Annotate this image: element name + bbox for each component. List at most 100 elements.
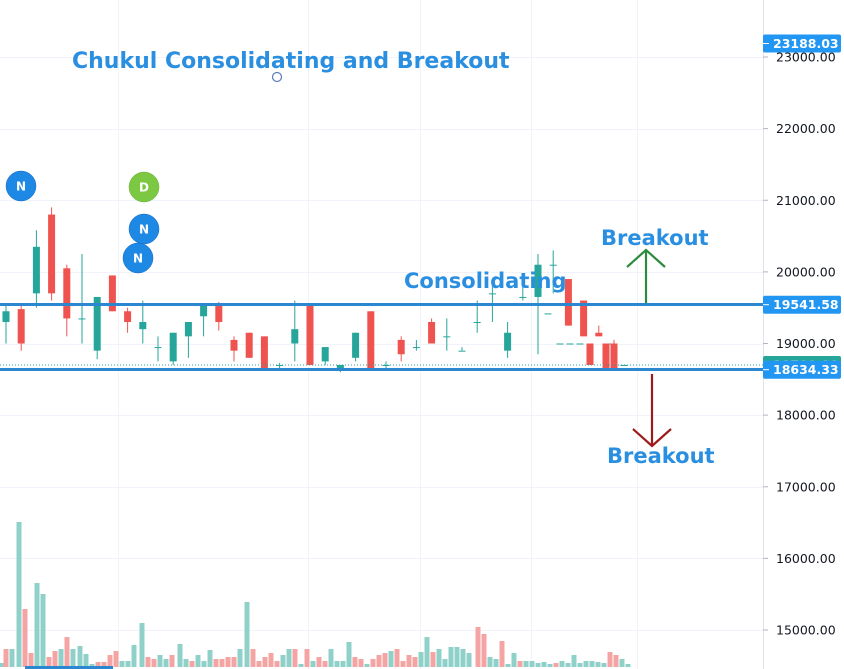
- volume-bar: [505, 664, 511, 667]
- volume-bar: [559, 661, 565, 667]
- candle[interactable]: [397, 336, 405, 362]
- volume-bar: [9, 649, 15, 667]
- candle[interactable]: [519, 275, 527, 301]
- candle[interactable]: [291, 300, 299, 362]
- volume-bar: [394, 649, 400, 667]
- candle[interactable]: [428, 318, 436, 344]
- candle[interactable]: [200, 304, 208, 337]
- candle[interactable]: [412, 339, 420, 351]
- candle[interactable]: [32, 230, 40, 308]
- event-marker-dividend[interactable]: D: [128, 171, 160, 203]
- candle[interactable]: [139, 300, 147, 344]
- candle[interactable]: [154, 336, 162, 362]
- candle[interactable]: [260, 336, 268, 369]
- volume-bar: [163, 659, 169, 667]
- volume-bar: [89, 664, 95, 667]
- candle[interactable]: [443, 318, 451, 351]
- price-axis[interactable]: 23000.00 22000.00 21000.00 20000.00 19000.00…: [763, 50, 836, 638]
- volume-bar: [412, 657, 418, 667]
- candle[interactable]: [78, 253, 86, 344]
- time-range-highlight: [25, 666, 113, 669]
- axis-tick-label: 21000.00: [776, 193, 836, 208]
- volume-bar: [454, 647, 460, 667]
- candle[interactable]: [504, 322, 512, 358]
- volume-bar: [487, 657, 493, 667]
- breakout-down-label[interactable]: Breakout: [607, 444, 715, 468]
- volume-bar: [237, 649, 243, 667]
- breakout-up-label[interactable]: Breakout: [601, 226, 709, 250]
- candle[interactable]: [124, 307, 132, 333]
- candle[interactable]: [321, 347, 329, 365]
- event-marker-news[interactable]: N: [128, 213, 160, 245]
- volume-bar: [262, 657, 268, 667]
- candle[interactable]: [184, 322, 192, 358]
- volume-bar: [157, 655, 163, 667]
- volume-bar: [213, 659, 219, 667]
- volume-bar: [256, 661, 262, 667]
- candle[interactable]: [2, 304, 10, 344]
- volume-bar: [448, 647, 454, 667]
- volume-bar: [406, 655, 412, 667]
- candle[interactable]: [595, 325, 603, 337]
- volume-bar: [95, 662, 101, 667]
- candle[interactable]: [230, 336, 238, 362]
- axis-tick-label: 19000.00: [776, 336, 836, 351]
- candle[interactable]: [93, 296, 101, 360]
- volume-bar: [280, 655, 286, 667]
- volume-bar: [436, 649, 442, 667]
- candle[interactable]: [564, 279, 572, 326]
- consolidating-label[interactable]: Consolidating: [404, 269, 567, 293]
- candle[interactable]: [544, 313, 552, 315]
- title-anchor-handle-icon[interactable]: [271, 71, 283, 83]
- event-marker-news[interactable]: N: [122, 242, 154, 274]
- volume-bar: [286, 649, 292, 667]
- volume-bar: [107, 655, 113, 667]
- arrow-down-icon[interactable]: [632, 374, 672, 448]
- candle[interactable]: [63, 264, 71, 337]
- candle[interactable]: [549, 250, 557, 294]
- candle[interactable]: [556, 343, 564, 345]
- candle[interactable]: [586, 343, 594, 365]
- candle[interactable]: [17, 303, 25, 351]
- volume-bar: [101, 662, 107, 667]
- candle[interactable]: [576, 343, 584, 345]
- volume-bar: [46, 657, 52, 667]
- candle[interactable]: [306, 304, 314, 365]
- candle[interactable]: [169, 332, 177, 365]
- volume-bar: [352, 657, 358, 667]
- volume-bar: [268, 653, 274, 667]
- volume-bar: [328, 649, 334, 667]
- volume-bar: [83, 654, 89, 667]
- candle[interactable]: [602, 343, 610, 369]
- volume-bar: [364, 664, 370, 667]
- volume-bar: [250, 649, 256, 667]
- candle[interactable]: [352, 332, 360, 362]
- candle[interactable]: [566, 343, 574, 345]
- candle[interactable]: [215, 301, 223, 331]
- grid: [0, 0, 763, 669]
- event-marker-news[interactable]: N: [5, 170, 37, 202]
- volume-bar: [151, 659, 157, 667]
- candle[interactable]: [610, 343, 618, 369]
- arrow-up-icon[interactable]: [626, 248, 666, 303]
- candlestick-series[interactable]: [2, 207, 628, 373]
- volume-bar: [125, 661, 131, 667]
- candle[interactable]: [382, 361, 390, 369]
- volume-bar: [358, 659, 364, 667]
- volume-bar: [493, 659, 499, 667]
- candle[interactable]: [245, 332, 253, 358]
- event-marker-label: N: [16, 180, 26, 194]
- volume-bar: [619, 659, 625, 667]
- candle[interactable]: [48, 207, 56, 301]
- volume-bar: [595, 662, 601, 667]
- volume-bar: [400, 661, 406, 667]
- volume-bar: [565, 663, 571, 667]
- volume-bar: [219, 659, 225, 667]
- candle[interactable]: [488, 279, 496, 323]
- candle[interactable]: [367, 311, 375, 369]
- chart-title[interactable]: Chukul Consolidating and Breakout: [72, 49, 510, 74]
- candle[interactable]: [458, 347, 466, 352]
- candle[interactable]: [580, 300, 588, 337]
